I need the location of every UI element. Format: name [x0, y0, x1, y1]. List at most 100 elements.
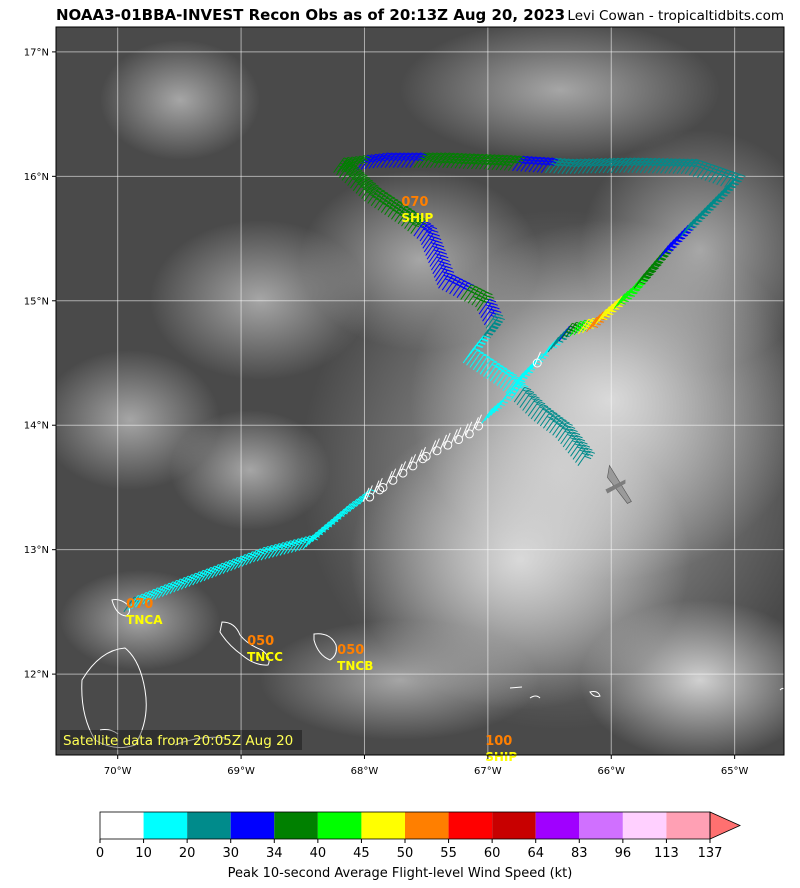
- credit-text: Levi Cowan - tropicaltidbits.com: [567, 8, 784, 24]
- barb-feather: [518, 155, 526, 159]
- barb-staff: [330, 511, 342, 527]
- barb-feather: [495, 319, 503, 324]
- barb-staff: [525, 359, 537, 375]
- colorbar-tick-label: 40: [310, 846, 327, 861]
- barb-feather: [355, 160, 363, 165]
- coastlines: [81, 599, 784, 749]
- barb-feather: [489, 328, 497, 332]
- barb-feather: [567, 158, 575, 162]
- barb-feather: [512, 157, 520, 162]
- barb-feather: [573, 431, 581, 436]
- barb-staff: [487, 403, 499, 419]
- station-wind-value: 070: [126, 597, 153, 612]
- barb-feather: [360, 172, 368, 177]
- barb-feather: [475, 161, 483, 166]
- barb-feather: [518, 381, 526, 385]
- barb-feather: [411, 218, 418, 223]
- calm-wind-circle: [408, 461, 418, 471]
- barb-staff: [365, 485, 373, 500]
- coastline-bonaire: [313, 633, 337, 661]
- wind-barb: [450, 152, 468, 169]
- barb-feather: [343, 157, 351, 161]
- barb-feather: [576, 158, 584, 162]
- barb-feather: [438, 160, 446, 164]
- barb-feather: [491, 364, 499, 368]
- barb-feather: [487, 156, 495, 161]
- barb-feather: [170, 584, 178, 588]
- barb-feather: [212, 568, 220, 572]
- barb-feather: [513, 375, 521, 379]
- barb-staff: [323, 516, 336, 532]
- barb-feather: [276, 545, 284, 550]
- barb-feather: [514, 160, 522, 165]
- barb-staff: [399, 461, 407, 476]
- barb-staff: [523, 361, 535, 378]
- barb-feather: [691, 158, 699, 162]
- barb-feather: [242, 556, 250, 561]
- barb-feather: [377, 155, 385, 160]
- barb-feather: [371, 183, 379, 187]
- colorbar-bin: [361, 812, 405, 839]
- wind-barb: [465, 421, 473, 436]
- barb-feather: [483, 335, 491, 339]
- wind-barb: [532, 358, 542, 368]
- barb-feather: [437, 244, 445, 248]
- barb-feather: [648, 160, 656, 164]
- barb-feather: [440, 157, 448, 162]
- barb-feather: [476, 350, 484, 354]
- barb-feather: [588, 163, 596, 167]
- barb-feather: [574, 161, 582, 165]
- barb-feather: [570, 428, 578, 433]
- barb-feather: [485, 291, 493, 296]
- colorbar-bin: [187, 812, 231, 839]
- barb-feather: [432, 157, 440, 162]
- barb-feather: [564, 163, 572, 168]
- barb-feather: [508, 375, 516, 379]
- barb-feather: [473, 347, 481, 352]
- barb-feather: [522, 389, 530, 393]
- barb-feather: [151, 591, 159, 595]
- barb-feather: [376, 190, 384, 195]
- lon-tick-label: 70°W: [104, 766, 132, 777]
- barb-feather: [288, 542, 296, 547]
- barb-feather: [673, 160, 680, 165]
- barb-feather: [282, 542, 290, 546]
- barb-feather: [419, 152, 427, 156]
- barb-feather: [625, 162, 633, 167]
- wind-barb: [562, 431, 581, 448]
- barb-feather: [189, 576, 197, 581]
- barb-feather: [246, 555, 254, 559]
- barb-feather: [407, 216, 415, 220]
- barb-feather: [494, 159, 502, 164]
- barb-feather: [674, 158, 682, 162]
- barb-feather: [357, 158, 365, 162]
- barb-feather: [555, 163, 563, 167]
- barb-feather: [181, 579, 189, 584]
- wind-barb: [253, 546, 271, 563]
- wind-barb: [499, 154, 518, 171]
- barb-feather: [583, 444, 591, 448]
- wind-barb: [290, 537, 309, 553]
- barb-feather: [387, 202, 395, 206]
- colorbar-tick-label: 34: [266, 846, 283, 861]
- barb-feather: [401, 204, 409, 208]
- barb-feather: [401, 211, 409, 216]
- barb-feather: [576, 163, 584, 168]
- wind-barb: [471, 153, 489, 170]
- satellite-note: Satellite data from 20:05Z Aug 20: [60, 730, 302, 750]
- wind-barb: [446, 152, 464, 169]
- barb-feather: [582, 161, 590, 165]
- barb-feather: [399, 206, 407, 211]
- barb-feather: [231, 561, 239, 565]
- barb-feather: [570, 161, 578, 165]
- barb-feather: [381, 155, 389, 159]
- wind-barb: [639, 157, 658, 174]
- wind-barb: [387, 201, 406, 218]
- barb-feather: [428, 157, 436, 162]
- wind-barb: [482, 361, 501, 377]
- wind-barb: [432, 438, 440, 453]
- barb-staff: [429, 440, 437, 455]
- barb-feather: [498, 368, 506, 372]
- barb-feather: [530, 156, 538, 160]
